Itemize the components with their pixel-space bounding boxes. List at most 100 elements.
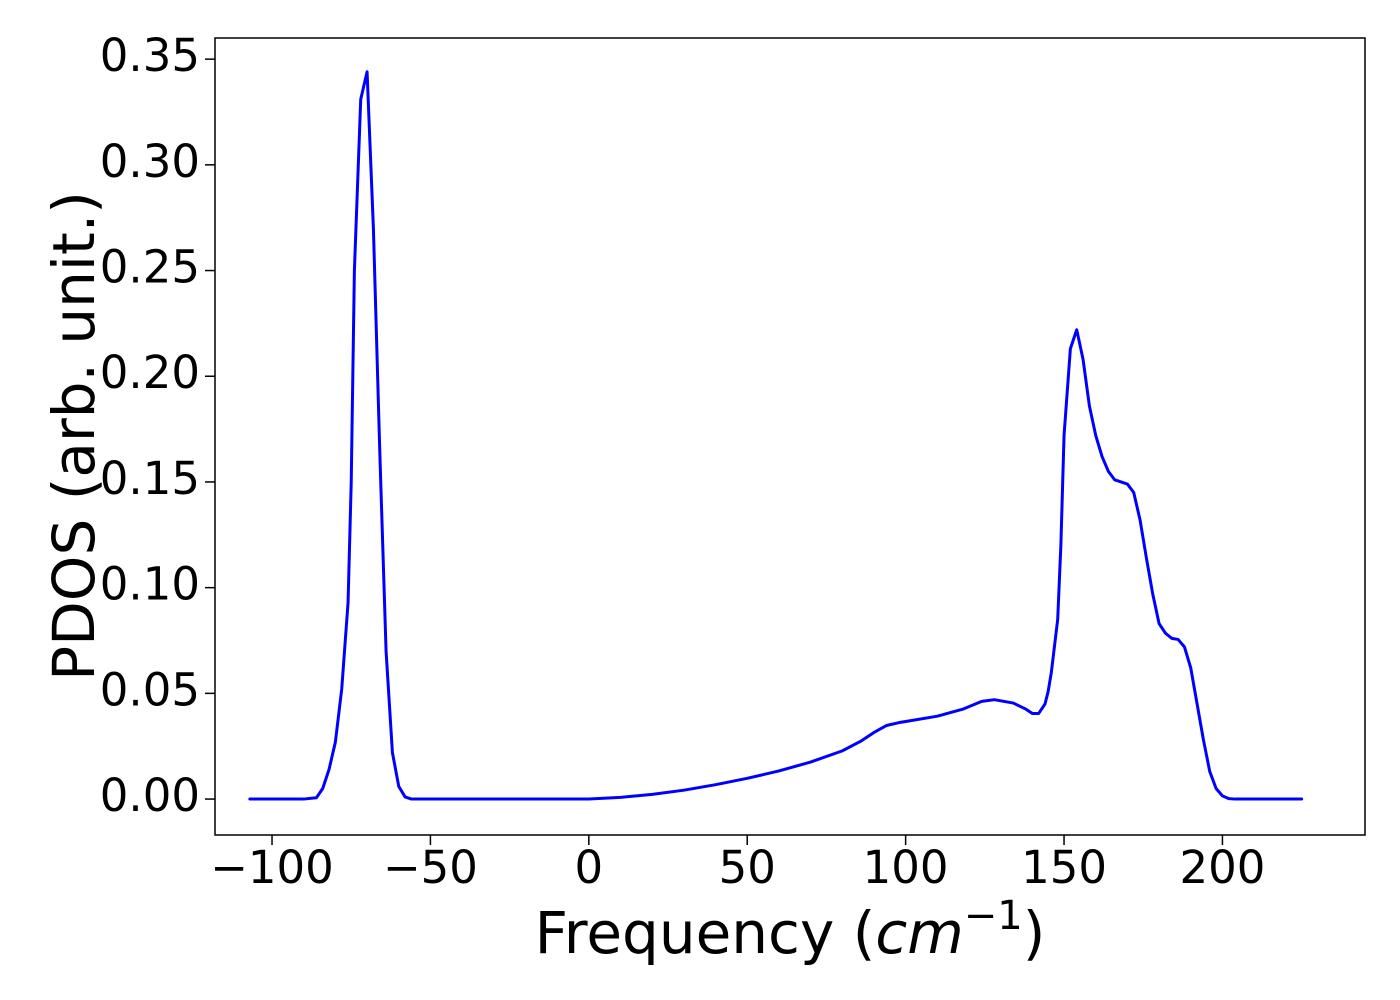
pdos-data-point bbox=[587, 797, 590, 801]
x-tick-label: 50 bbox=[719, 841, 776, 894]
x-tick-label: 200 bbox=[1179, 841, 1265, 894]
pdos-data-point bbox=[860, 739, 863, 743]
plot-frame bbox=[214, 37, 1366, 836]
x-axis-label-superscript: −1 bbox=[964, 893, 1023, 939]
pdos-data-point bbox=[1119, 480, 1123, 484]
pdos-data-point bbox=[961, 708, 964, 711]
pdos-data-point bbox=[993, 698, 996, 701]
pdos-data-point bbox=[714, 783, 717, 786]
x-axis-label-suffix: ) bbox=[1023, 899, 1046, 967]
pdos-data-point bbox=[1202, 738, 1205, 741]
x-tick-label: 0 bbox=[575, 841, 604, 894]
pdos-data-point bbox=[359, 98, 362, 101]
pdos-data-point bbox=[651, 793, 654, 796]
pdos-data-point bbox=[334, 740, 337, 744]
pdos-data-point bbox=[1176, 638, 1180, 641]
pdos-data-point bbox=[1221, 794, 1224, 797]
pdos-data-point bbox=[403, 795, 407, 799]
pdos-data-point bbox=[340, 688, 343, 691]
pdos-data-point bbox=[980, 700, 983, 703]
pdos-data-point bbox=[1132, 491, 1135, 494]
pdos-data-point bbox=[1208, 770, 1211, 773]
pdos-data-point bbox=[321, 787, 324, 790]
pdos-data-point bbox=[1183, 645, 1186, 648]
y-tick-label: 0.00 bbox=[100, 769, 200, 822]
pdos-data-point bbox=[1151, 592, 1154, 596]
x-axis-label-text: Frequency ( bbox=[535, 899, 876, 967]
pdos-data-point bbox=[1234, 797, 1237, 801]
pdos-data-point bbox=[397, 785, 400, 788]
pdos-data-point bbox=[302, 797, 305, 801]
pdos-data-point bbox=[1050, 671, 1053, 674]
pdos-data-point bbox=[346, 601, 350, 604]
pdos-data-point bbox=[1031, 712, 1034, 715]
pdos-data-point bbox=[1253, 797, 1256, 801]
pdos-data-point bbox=[746, 777, 749, 780]
y-tick-label: 0.30 bbox=[100, 135, 200, 188]
pdos-data-point bbox=[619, 796, 622, 799]
x-axis-ticks: −100 −50 0 50 100 150 200 bbox=[210, 835, 1265, 894]
y-tick-label: 0.35 bbox=[100, 29, 200, 82]
x-axis-label: Frequency (cm−1) bbox=[535, 893, 1046, 967]
pdos-data-point bbox=[1215, 787, 1218, 790]
pdos-data-point bbox=[872, 731, 876, 734]
pdos-data-point bbox=[1047, 690, 1050, 693]
x-axis-label-unit: cm bbox=[875, 899, 963, 967]
pdos-data-point bbox=[365, 70, 369, 73]
pdos-data-point bbox=[1024, 708, 1028, 711]
pdos-data-point bbox=[353, 269, 356, 272]
pdos-data-point bbox=[1088, 404, 1091, 407]
x-tick-label: −100 bbox=[210, 841, 334, 894]
pdos-data-point bbox=[1227, 797, 1230, 800]
pdos-data-point bbox=[350, 480, 353, 484]
pdos-data-point bbox=[777, 769, 781, 773]
pdos-data-point bbox=[1100, 455, 1104, 458]
pdos-data-point bbox=[885, 724, 888, 727]
pdos-data-point bbox=[936, 715, 939, 718]
pdos-data-point bbox=[1081, 358, 1085, 361]
pdos-data-point bbox=[1126, 482, 1129, 486]
pdos-data-point bbox=[384, 649, 388, 653]
pdos-data-point bbox=[1195, 702, 1199, 706]
pdos-data-point bbox=[898, 721, 901, 724]
pdos-data-point bbox=[1059, 544, 1062, 547]
pdos-data-point bbox=[809, 760, 812, 764]
x-tick-label: 150 bbox=[1021, 841, 1107, 894]
pdos-data-point bbox=[1189, 666, 1192, 670]
pdos-data-point bbox=[1094, 434, 1097, 437]
pdos-data-point bbox=[1145, 556, 1148, 560]
pdos-data-point bbox=[841, 749, 844, 752]
pdos-data-point bbox=[1138, 518, 1142, 522]
pdos-data-point bbox=[378, 449, 381, 452]
pdos-data-point bbox=[1037, 712, 1040, 715]
series-layer bbox=[248, 70, 1304, 801]
y-axis-label: PDOS (arb. unit.) bbox=[40, 191, 108, 681]
y-tick-label: 0.05 bbox=[100, 663, 200, 716]
pdos-data-point bbox=[1056, 618, 1059, 621]
pdos-data-point bbox=[1300, 797, 1303, 801]
pdos-data-point bbox=[391, 751, 394, 754]
pdos-data-point bbox=[1043, 702, 1047, 706]
pdos-data-point bbox=[1157, 622, 1161, 625]
y-tick-label: 0.25 bbox=[100, 241, 200, 294]
y-tick-label: 0.15 bbox=[100, 452, 200, 505]
pdos-data-point bbox=[1069, 347, 1072, 350]
pdos-data-point bbox=[410, 797, 413, 801]
pdos-data-point bbox=[315, 796, 318, 799]
y-tick-label: 0.20 bbox=[100, 346, 200, 399]
pdos-data-point bbox=[248, 797, 251, 801]
pdos-data-point bbox=[1170, 637, 1173, 640]
plot-background bbox=[215, 38, 1365, 835]
pdos-data-point bbox=[1113, 478, 1116, 481]
pdos-data-point bbox=[904, 720, 907, 723]
pdos-data-point bbox=[327, 768, 331, 771]
y-tick-label: 0.10 bbox=[100, 558, 200, 611]
pdos-data-point bbox=[429, 797, 432, 801]
x-tick-label: 100 bbox=[863, 841, 949, 894]
pdos-data-point bbox=[1062, 434, 1066, 437]
y-axis-ticks: 0.00 0.05 0.10 0.15 0.20 0.25 0.30 0.35 bbox=[100, 29, 215, 822]
x-tick-label: −50 bbox=[383, 841, 478, 894]
pdos-data-point bbox=[682, 789, 685, 792]
